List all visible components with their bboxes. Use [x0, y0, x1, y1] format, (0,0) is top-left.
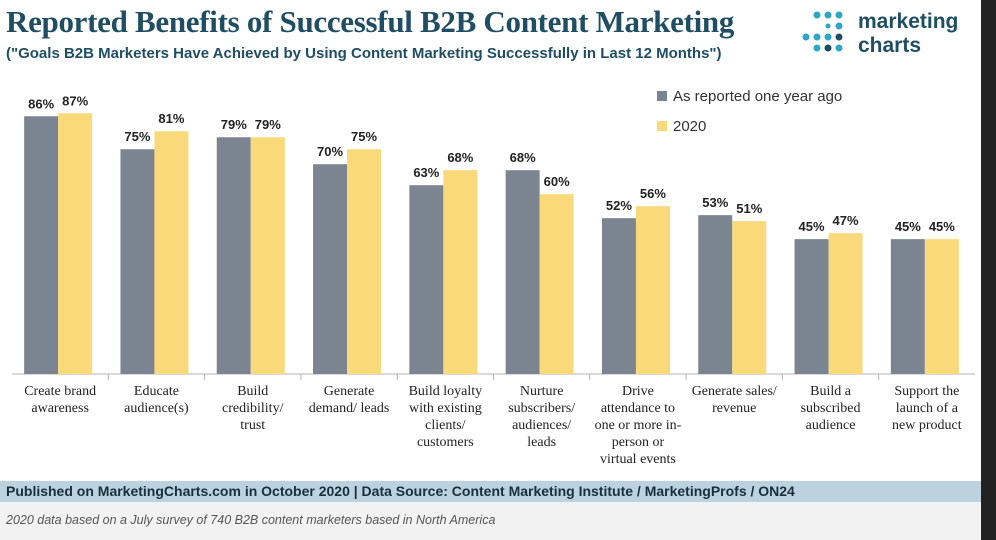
logo-dot	[813, 44, 821, 52]
data-label: 68%	[510, 150, 536, 165]
bar-prior-year	[794, 239, 829, 374]
logo-dot	[835, 11, 843, 19]
data-label: 53%	[702, 195, 728, 210]
logo-dot	[835, 44, 843, 52]
bar-prior-year	[313, 164, 348, 374]
bar-prior-year	[120, 149, 155, 374]
logo-line-2: charts	[858, 34, 922, 57]
note-area: 2020 data based on a July survey of 740 …	[0, 502, 981, 540]
bar-2020	[154, 131, 189, 374]
bar-prior-year	[216, 137, 251, 374]
logo-dot	[824, 44, 832, 52]
logo-dot	[802, 33, 810, 41]
data-label: 52%	[606, 198, 632, 213]
logo-dot	[813, 33, 821, 41]
data-label: 45%	[895, 219, 921, 234]
bar-prior-year	[601, 218, 636, 374]
data-label: 60%	[544, 174, 570, 189]
data-label: 51%	[736, 201, 762, 216]
data-label: 75%	[351, 129, 377, 144]
data-label: 70%	[317, 144, 343, 159]
category-label: Nurture subscribers/audiences/leads	[508, 384, 575, 450]
source-text: Published on MarketingCharts.com in Octo…	[6, 483, 795, 499]
logo-dot	[824, 11, 832, 19]
data-label: 45%	[799, 219, 825, 234]
bar-2020	[539, 194, 574, 374]
legend-label: As reported one year ago	[673, 88, 842, 105]
bar-prior-year	[24, 116, 59, 375]
logo-dot	[825, 23, 831, 29]
bar-prior-year	[409, 185, 444, 374]
category-label: Build credibility/trust	[222, 384, 284, 433]
data-label: 75%	[124, 129, 150, 144]
data-label: 63%	[413, 165, 439, 180]
bar-2020	[250, 137, 285, 374]
category-label: Build loyalty with existing clients/custom…	[409, 384, 483, 450]
legend-swatch	[657, 121, 667, 131]
logo-text: marketing charts	[858, 10, 958, 58]
bar-2020	[924, 239, 959, 374]
bar-prior-year	[505, 170, 540, 374]
data-label: 79%	[255, 117, 281, 132]
data-label: 56%	[640, 186, 666, 201]
data-label: 79%	[221, 117, 247, 132]
data-label: 86%	[28, 96, 54, 111]
category-label: Educate audience(s)	[124, 384, 189, 416]
category-label: Generate demand/ leads	[309, 384, 389, 416]
bar-chart: 86% 87% Create brand awareness 75% 81% Educate…	[12, 88, 975, 467]
bar-2020	[347, 149, 382, 374]
bar-2020	[732, 221, 767, 374]
category-label: Generate sales/revenue	[692, 384, 777, 416]
category-label: Drive attendance to one or more in-person …	[595, 384, 682, 467]
logo-dot	[835, 33, 843, 41]
source-bar: Published on MarketingCharts.com in Octo…	[0, 481, 981, 502]
data-label: 45%	[929, 219, 955, 234]
marketingcharts-logo: marketing charts	[800, 10, 980, 58]
data-label: 68%	[447, 150, 473, 165]
logo-dots-icon	[802, 11, 843, 52]
footnote-text: 2020 data based on a July survey of 740 …	[6, 513, 496, 527]
logo-line-1: marketing	[858, 10, 959, 33]
chart-subtitle: ("Goals B2B Marketers Have Achieved by U…	[6, 45, 722, 62]
logo-dot	[824, 33, 832, 41]
window-edge	[981, 0, 996, 540]
data-label: 47%	[833, 213, 859, 228]
bar-prior-year	[890, 239, 925, 374]
bar-2020	[635, 206, 670, 374]
chart-title: Reported Benefits of Successful B2B Cont…	[6, 4, 735, 39]
bar-prior-year	[698, 215, 733, 374]
legend-label: 2020	[673, 118, 706, 135]
bar-2020	[828, 233, 863, 374]
category-label: Support the launch of a new product	[892, 384, 962, 433]
category-label: Create brand awareness	[24, 384, 96, 416]
data-label: 87%	[62, 93, 88, 108]
logo-dot	[835, 22, 843, 30]
category-label: Build a subscribed audience	[801, 384, 861, 433]
bar-2020	[443, 170, 478, 374]
data-label: 81%	[158, 111, 184, 126]
logo-dot	[813, 11, 821, 19]
bar-2020	[58, 113, 93, 375]
legend-swatch	[657, 91, 667, 101]
